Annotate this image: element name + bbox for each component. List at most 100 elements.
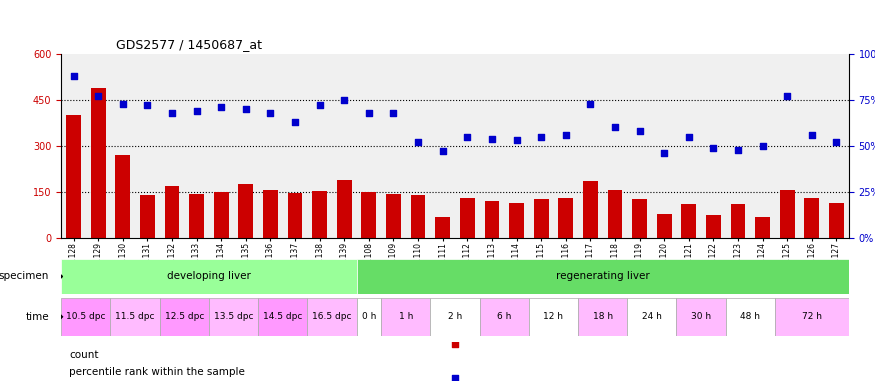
- Bar: [731, 204, 746, 238]
- Point: [263, 110, 277, 116]
- Bar: [410, 195, 425, 238]
- Text: percentile rank within the sample: percentile rank within the sample: [69, 367, 245, 377]
- FancyBboxPatch shape: [61, 259, 357, 294]
- Bar: [312, 191, 327, 238]
- Point: [584, 101, 598, 107]
- Bar: [164, 186, 179, 238]
- Point: [312, 102, 326, 108]
- Bar: [485, 201, 500, 238]
- Text: 0 h: 0 h: [361, 312, 376, 321]
- Bar: [66, 115, 81, 238]
- Text: specimen: specimen: [0, 271, 49, 281]
- Point: [190, 108, 204, 114]
- Bar: [288, 193, 303, 238]
- Point: [830, 139, 844, 145]
- FancyBboxPatch shape: [578, 298, 627, 336]
- Bar: [657, 214, 672, 238]
- Text: 12 h: 12 h: [543, 312, 564, 321]
- Point: [460, 134, 474, 140]
- Text: 30 h: 30 h: [691, 312, 711, 321]
- Point: [214, 104, 228, 110]
- Point: [387, 110, 401, 116]
- Point: [448, 375, 462, 381]
- Text: 14.5 dpc: 14.5 dpc: [263, 312, 303, 321]
- Bar: [140, 195, 155, 238]
- FancyBboxPatch shape: [775, 298, 849, 336]
- Bar: [804, 198, 819, 238]
- Text: 16.5 dpc: 16.5 dpc: [312, 312, 352, 321]
- Point: [780, 93, 794, 99]
- Text: 72 h: 72 h: [802, 312, 822, 321]
- FancyBboxPatch shape: [110, 298, 160, 336]
- Bar: [337, 180, 352, 238]
- FancyBboxPatch shape: [382, 298, 430, 336]
- FancyBboxPatch shape: [357, 298, 382, 336]
- FancyArrow shape: [49, 273, 62, 280]
- FancyBboxPatch shape: [209, 298, 258, 336]
- Bar: [607, 190, 622, 238]
- Bar: [755, 217, 770, 238]
- Point: [91, 93, 105, 99]
- Point: [362, 110, 376, 116]
- Text: regenerating liver: regenerating liver: [556, 271, 649, 281]
- Bar: [830, 203, 844, 238]
- Text: count: count: [69, 350, 99, 360]
- FancyBboxPatch shape: [480, 298, 528, 336]
- Bar: [436, 217, 450, 238]
- FancyBboxPatch shape: [357, 259, 849, 294]
- Point: [805, 132, 819, 138]
- Point: [682, 134, 696, 140]
- Text: time: time: [25, 312, 49, 322]
- Point: [448, 341, 462, 347]
- Bar: [361, 192, 376, 238]
- Point: [706, 145, 720, 151]
- Bar: [534, 199, 549, 238]
- FancyArrow shape: [49, 313, 62, 321]
- Text: 48 h: 48 h: [740, 312, 760, 321]
- FancyBboxPatch shape: [61, 298, 110, 336]
- Text: 11.5 dpc: 11.5 dpc: [116, 312, 155, 321]
- Point: [411, 139, 425, 145]
- Bar: [263, 190, 278, 238]
- Bar: [583, 181, 598, 238]
- FancyBboxPatch shape: [528, 298, 578, 336]
- Point: [485, 136, 499, 142]
- Bar: [558, 198, 573, 238]
- Point: [140, 102, 154, 108]
- Point: [337, 97, 351, 103]
- Bar: [116, 155, 130, 238]
- Bar: [632, 199, 647, 238]
- FancyBboxPatch shape: [307, 298, 357, 336]
- Text: developing liver: developing liver: [167, 271, 251, 281]
- Point: [633, 128, 647, 134]
- Point: [509, 137, 523, 144]
- Bar: [386, 194, 401, 238]
- Text: 1 h: 1 h: [399, 312, 413, 321]
- Point: [165, 110, 179, 116]
- Text: 6 h: 6 h: [497, 312, 511, 321]
- Text: GDS2577 / 1450687_at: GDS2577 / 1450687_at: [116, 38, 262, 51]
- Point: [288, 119, 302, 125]
- Point: [756, 143, 770, 149]
- FancyBboxPatch shape: [160, 298, 209, 336]
- Point: [657, 150, 671, 156]
- FancyBboxPatch shape: [627, 298, 676, 336]
- Bar: [780, 190, 794, 238]
- Point: [534, 134, 548, 140]
- Point: [436, 148, 450, 154]
- Point: [608, 124, 622, 131]
- Text: 12.5 dpc: 12.5 dpc: [164, 312, 204, 321]
- FancyBboxPatch shape: [676, 298, 725, 336]
- Text: 10.5 dpc: 10.5 dpc: [66, 312, 106, 321]
- Bar: [91, 88, 106, 238]
- Text: 18 h: 18 h: [592, 312, 612, 321]
- FancyBboxPatch shape: [430, 298, 480, 336]
- Point: [239, 106, 253, 112]
- Text: 2 h: 2 h: [448, 312, 462, 321]
- Bar: [509, 203, 524, 238]
- Bar: [214, 192, 228, 238]
- Text: 13.5 dpc: 13.5 dpc: [214, 312, 253, 321]
- Bar: [706, 215, 721, 238]
- Point: [66, 73, 80, 79]
- Bar: [460, 198, 475, 238]
